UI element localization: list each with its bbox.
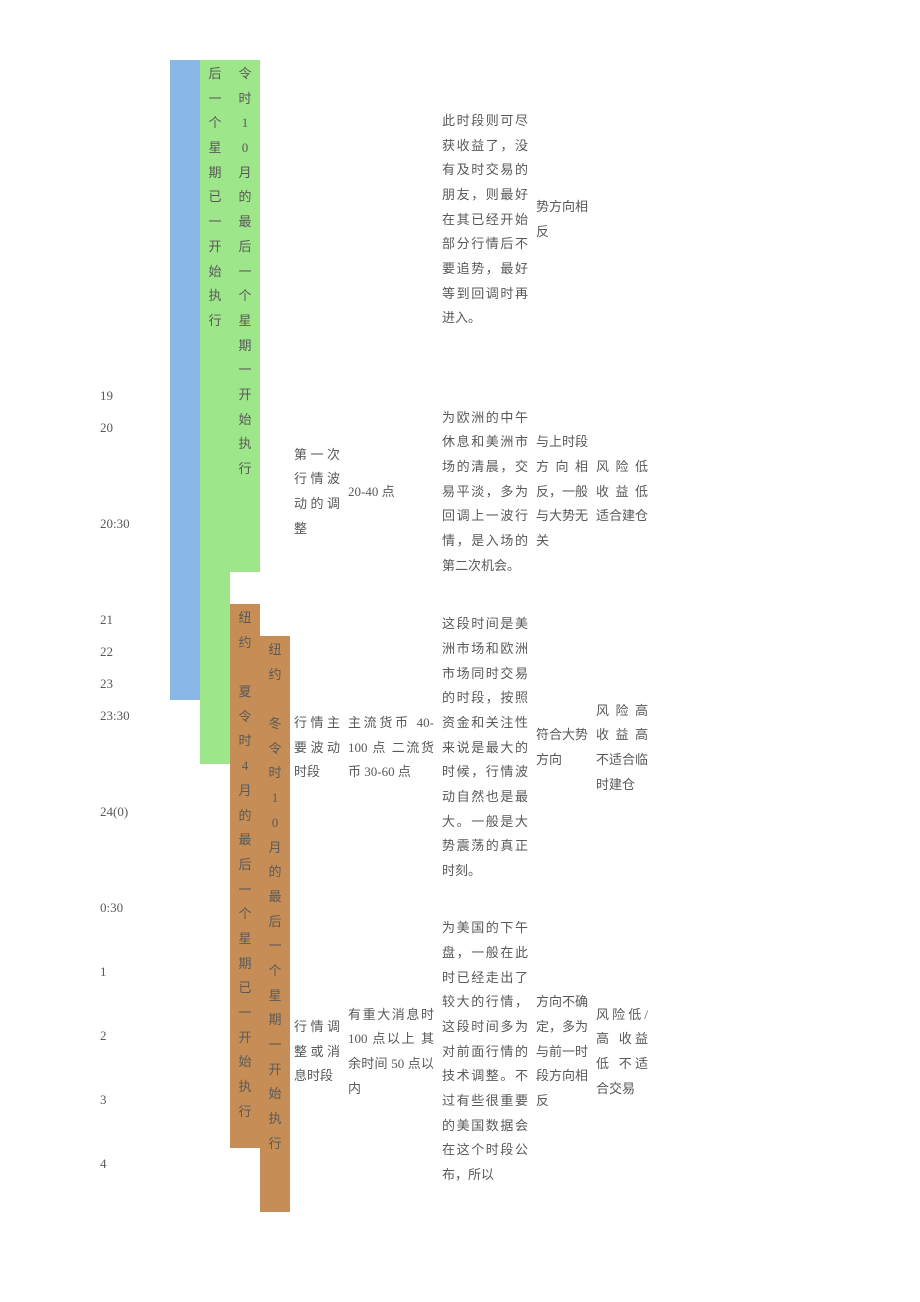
time-label: 2 [100,1020,170,1052]
time-label: 23:30 [100,700,170,732]
time-label: 22 [100,636,170,668]
time-label: 21 [100,604,170,636]
time-label: 3 [100,1084,170,1116]
time-label: 4 [100,1148,170,1180]
session-bar: 纽约 冬令时10月的最后一个星期一开始执行 [260,636,290,1212]
content-cell: 这段时间是美洲市场和欧洲市场同时交易的时段，按照资金和关注性来说是最大的时候，行… [438,604,532,892]
content-cell: 符合大势方向 [532,604,592,892]
content-cell: 行情调整或消息时段 [290,892,344,1212]
content-cell: 风险低 收益低 适合建仓 [592,380,652,604]
session-bar: 纽约 夏令时4月的最后一个星期已一开始执行 [230,604,260,1148]
schedule-grid: 192020:3021222323:3024(0)0:301234后一个星期已一… [100,60,820,1212]
time-label: 24(0) [100,796,170,828]
content-cell: 第一次行情波动的调整 [290,380,344,604]
content-cell: 行情主要波动时段 [290,604,344,892]
content-cell: 风险高 收益高 不适合临时建仓 [592,604,652,892]
bar-label: 令时10月的最后一个星期一开始执行 [238,62,251,482]
session-bar: 后一个星期已一开始执行 [200,60,230,764]
content-cell: 有重大消息时 100 点以上 其余时间 50 点以内 [344,892,438,1212]
bar-label: 后一个星期已一开始执行 [208,62,221,334]
time-label: 0:30 [100,892,170,924]
content-cell: 势方向相反 [532,60,592,380]
content-cell: 为欧洲的中午休息和美洲市场的清晨，交易平淡，多为回调上一波行情，是入场的第二次机… [438,380,532,604]
time-label: 19 [100,380,170,412]
content-cell: 此时段则可尽获收益了，没有及时交易的朋友，则最好在其已经开始部分行情后不要追势，… [438,60,532,380]
time-label: 20:30 [100,508,170,540]
time-label: 1 [100,956,170,988]
content-cell: 方向不确定，多为与前一时段方向相反 [532,892,592,1212]
content-cell: 为美国的下午盘，一般在此时已经走出了较大的行情，这段时间多为对前面行情的技术调整… [438,892,532,1212]
content-cell: 20-40 点 [344,380,438,604]
page: 192020:3021222323:3024(0)0:301234后一个星期已一… [0,0,920,1252]
session-bar: 令时10月的最后一个星期一开始执行 [230,60,260,572]
time-label: 20 [100,412,170,444]
session-bar [170,60,200,700]
content-cell: 主流货币 40-100 点 二流货币 30-60 点 [344,604,438,892]
content-cell: 风险低/高 收益低 不适合交易 [592,892,652,1212]
time-label: 23 [100,668,170,700]
bar-label: 纽约 夏令时4月的最后一个星期已一开始执行 [238,606,251,1124]
bar-label: 纽约 冬令时10月的最后一个星期一开始执行 [268,638,281,1156]
content-cell: 与上时段方向相反，一般与大势无关 [532,380,592,604]
